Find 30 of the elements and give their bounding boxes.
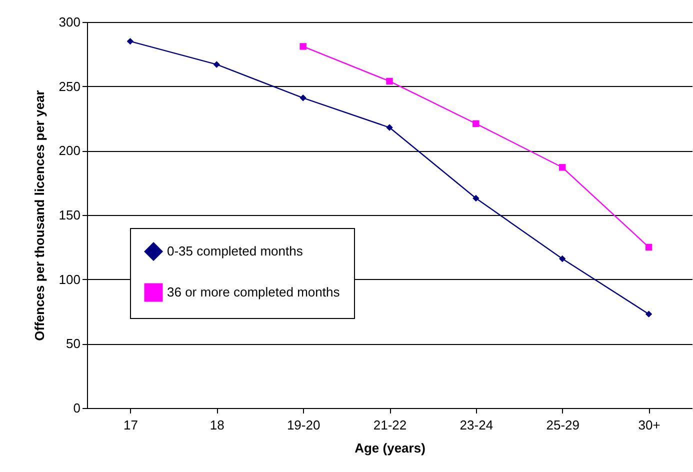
point xyxy=(300,43,306,50)
y-tick-label: 300 xyxy=(58,14,80,30)
point xyxy=(386,78,393,85)
point xyxy=(126,38,134,45)
point xyxy=(645,244,652,251)
y-tick-label: 250 xyxy=(58,78,80,94)
point xyxy=(213,61,220,68)
y-tick-label: 150 xyxy=(58,208,80,222)
x-tick-label: 30+ xyxy=(638,418,660,432)
point xyxy=(472,120,480,127)
point xyxy=(300,94,306,102)
x-tick-label: 21-22 xyxy=(373,418,407,432)
x-tick-label: 17 xyxy=(123,418,138,432)
point xyxy=(559,255,566,262)
x-tick-label: 18 xyxy=(210,418,224,432)
x-tick-label: 19-20 xyxy=(286,418,320,432)
y-tick-label: 50 xyxy=(66,336,80,352)
legend-label: 36 or more completed months xyxy=(167,284,340,300)
y-axis-title: Offences per thousand licences per year xyxy=(32,90,47,341)
point xyxy=(386,124,393,131)
point xyxy=(472,194,480,202)
y-tick-label: 200 xyxy=(58,143,80,158)
x-tick-label: 23-24 xyxy=(460,418,494,432)
y-tick-label: 100 xyxy=(58,272,80,287)
point xyxy=(645,310,652,318)
x-tick-label: 25-29 xyxy=(546,418,580,432)
x-axis-title: Age (years) xyxy=(354,440,426,456)
legend-label: 0-35 completed months xyxy=(167,244,304,258)
point xyxy=(559,164,566,171)
y-tick-label: 0 xyxy=(73,400,80,416)
